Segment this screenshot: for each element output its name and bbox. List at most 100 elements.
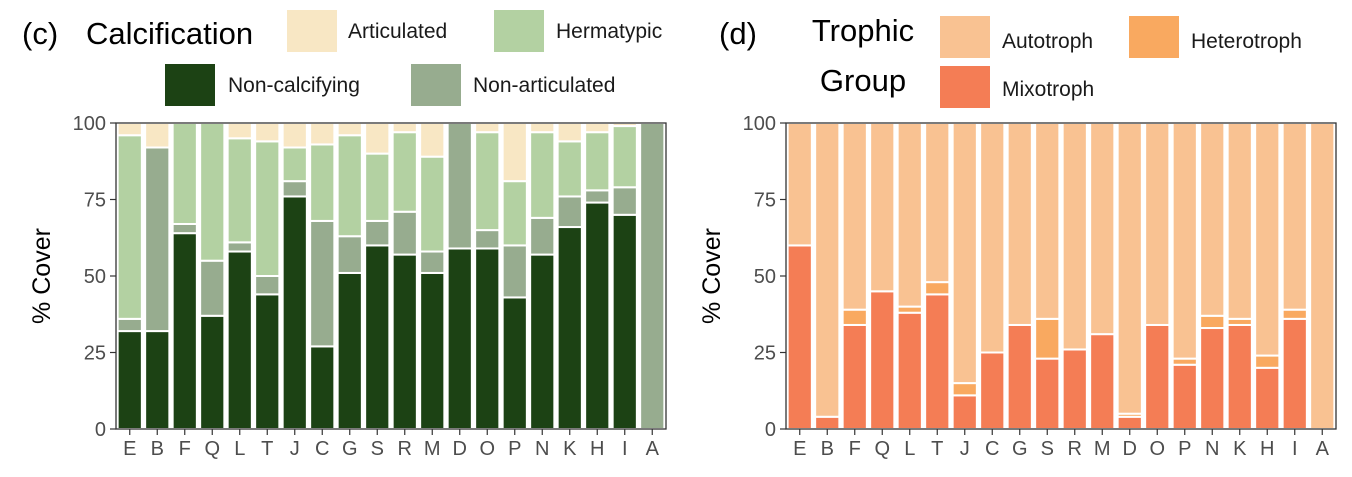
panel-c-bar-q-non-articulated — [199, 259, 226, 317]
legend-label-articulated: Articulated — [348, 20, 447, 43]
panel-c-x-tick-label-t: T — [261, 438, 273, 460]
panel-c-x-tick-label-h: H — [590, 438, 604, 460]
panel-c-bar-f-hermatypic — [171, 122, 198, 225]
panel-d-bar-a-autotroph — [1309, 122, 1336, 430]
panel-d-bar-k-autotroph — [1226, 122, 1253, 320]
panel-d-bar-d-mixotroph — [1116, 415, 1143, 431]
legend-label-non-articulated: Non-articulated — [473, 74, 615, 97]
panel-c-bar-j-non-articulated — [281, 180, 308, 198]
panel-d-bar-l-autotroph — [896, 122, 923, 308]
panel-d-bar-r-mixotroph — [1061, 348, 1088, 430]
panel-c-y-tick-label: 0 — [95, 419, 106, 441]
panel-d-bar-n-mixotroph — [1199, 327, 1226, 430]
panel-d-x-tick-label-o: O — [1149, 438, 1165, 460]
panel-d-bar-c-mixotroph — [979, 351, 1006, 430]
legend-swatch-autotroph — [940, 16, 990, 58]
panel-d-bar-s-heterotroph — [1034, 317, 1061, 360]
panel-c-x-tick-label-e: E — [123, 438, 136, 460]
panel-c-x-tick-label-c: C — [315, 438, 329, 460]
panel-d-plot-area — [786, 123, 1336, 429]
panel-c-plot-border — [115, 122, 667, 430]
panel-d-x-tick-label-e: E — [793, 438, 806, 460]
panel-c-bar-k-non-calcifying — [556, 226, 583, 430]
panel-d-x-tick-label-b: B — [821, 438, 834, 460]
panel-d-bar-h-heterotroph — [1254, 354, 1281, 369]
panel-c-x-tick-label-p: P — [508, 438, 521, 460]
panel-c-bar-c-articulated — [309, 122, 336, 146]
panel-c-bar-q-non-calcifying — [199, 314, 226, 430]
panel-d-bar-g-autotroph — [1006, 122, 1033, 326]
panel-c-bar-t-non-articulated — [254, 275, 281, 296]
panel-c-bar-j-articulated — [281, 122, 308, 149]
panel-c-bar-m-non-calcifying — [419, 271, 446, 430]
panel-d-x-tick-label-t: T — [931, 438, 943, 460]
panel-c-bar-s-articulated — [364, 122, 391, 155]
panel-d-bar-m-mixotroph — [1089, 333, 1116, 431]
panel-c-bar-o-non-calcifying — [474, 247, 501, 430]
panel-c-bar-f-non-calcifying — [171, 232, 198, 430]
panel-c-bar-h-non-articulated — [584, 189, 611, 204]
panel-c-bar-b-articulated — [144, 122, 171, 149]
panel-c-bar-n-hermatypic — [529, 131, 556, 219]
panel-d-bar-i-autotroph — [1281, 122, 1308, 311]
panel-d-bar-s-mixotroph — [1034, 357, 1061, 430]
panel-d-y-tick-label: 75 — [754, 190, 776, 212]
panel-d-bar-f-autotroph — [841, 122, 868, 311]
panel-c-bar-h-articulated — [584, 122, 611, 134]
panel-d-x-tick-label-a: A — [1316, 438, 1330, 460]
panel-d-legend-title-line2: Group — [820, 63, 906, 98]
panel-c-bar-k-hermatypic — [556, 140, 583, 198]
panel-d-x-tick-label-q: Q — [874, 438, 890, 460]
panel-c-x-tick-label-n: N — [535, 438, 549, 460]
panel-c-y-tick-label: 75 — [84, 190, 106, 212]
panel-d-plot: 0 25 50 75 100 E B F Q L T J C G S R M D O P N K H I A — [743, 113, 1337, 460]
panel-c-bar-o-hermatypic — [474, 131, 501, 232]
panel-d-bar-o-autotroph — [1144, 122, 1171, 326]
panel-c-bar-b-non-articulated — [144, 146, 171, 333]
panel-d-x-tick-label-m: M — [1094, 438, 1111, 460]
panel-c-x-tick-label-m: M — [424, 438, 441, 460]
panel-c-y-axis-title: % Cover — [28, 228, 56, 324]
panel-c-legend-title: Calcification — [86, 16, 253, 51]
panel-d-bar-q-autotroph — [869, 122, 896, 293]
panel-d: (d) Trophic Group Autotroph Heterotroph … — [698, 13, 1337, 460]
panel-d-x-tick-label-c: C — [985, 438, 999, 460]
panel-d-bar-p-autotroph — [1171, 122, 1198, 360]
panel-d-x-tick-label-p: P — [1178, 438, 1191, 460]
panel-c: (c) Calcification Articulated Hermatypic… — [22, 10, 667, 460]
panel-c-bar-e-non-articulated — [116, 317, 143, 333]
panel-d-bar-j-mixotroph — [951, 394, 978, 430]
panel-d-x-tick-label-h: H — [1260, 438, 1274, 460]
panel-c-bar-s-non-articulated — [364, 219, 391, 247]
panel-d-bar-l-mixotroph — [896, 311, 923, 430]
legend-label-hermatypic: Hermatypic — [556, 20, 662, 43]
panel-c-bar-m-hermatypic — [419, 155, 446, 253]
panel-c-bar-g-non-calcifying — [336, 271, 363, 430]
panel-c-bar-p-non-articulated — [501, 244, 528, 299]
panel-c-x-tick-label-d: D — [453, 438, 467, 460]
panel-d-bar-n-heterotroph — [1199, 314, 1226, 330]
legend-swatch-articulated — [287, 10, 337, 52]
panel-c-bar-o-articulated — [474, 122, 501, 134]
panel-c-bar-t-hermatypic — [254, 140, 281, 277]
panel-c-bar-l-articulated — [226, 122, 253, 140]
panel-c-bar-f-non-articulated — [171, 222, 198, 235]
panel-c-plot-area — [116, 123, 666, 429]
panel-d-x-tick-label-r: R — [1068, 438, 1082, 460]
panel-d-bar-j-heterotroph — [951, 382, 978, 397]
panel-c-bar-l-non-articulated — [226, 241, 253, 253]
panel-c-y-tick-label: 50 — [84, 266, 106, 288]
panel-d-bar-e-autotroph — [786, 122, 813, 247]
legend-swatch-non-articulated — [411, 64, 461, 106]
panel-d-y-axis-title: % Cover — [698, 228, 726, 324]
panel-c-bar-g-non-articulated — [336, 235, 363, 274]
panel-c-bar-g-articulated — [336, 122, 363, 137]
panel-c-bar-h-hermatypic — [584, 131, 611, 192]
panel-d-y-tick-label: 0 — [765, 419, 776, 441]
legend-swatch-heterotroph — [1129, 16, 1179, 58]
panel-c-x-tick-label-g: G — [342, 438, 358, 460]
panel-c-bar-l-non-calcifying — [226, 250, 253, 430]
panel-c-bar-a-non-articulated — [639, 122, 666, 430]
legend-label-mixotroph: Mixotroph — [1002, 78, 1094, 101]
